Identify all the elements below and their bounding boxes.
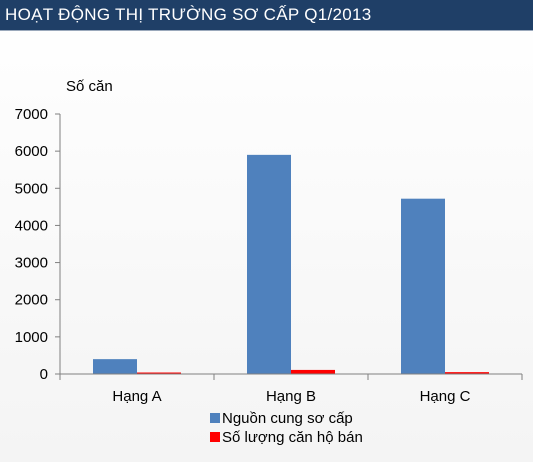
bar-sold-1 xyxy=(291,369,335,374)
bars xyxy=(93,154,489,374)
bar-sold-2 xyxy=(445,372,489,374)
chart-title: HOẠT ĐỘNG THỊ TRƯỜNG SƠ CẤP Q1/2013 xyxy=(5,5,372,24)
bar-sold-0 xyxy=(137,372,181,374)
legend-swatch xyxy=(210,413,220,423)
legend-label: Số lượng căn hộ bán xyxy=(222,429,363,446)
y-tick-label: 5000 xyxy=(15,180,48,197)
y-tick-label: 6000 xyxy=(15,143,48,160)
y-axis-ticks: 0 1000 2000 3000 4000 5000 6000 7000 xyxy=(15,106,61,383)
bar-supply-2 xyxy=(401,198,445,374)
legend: Nguồn cung sơ cấp Số lượng căn hộ bán xyxy=(210,410,363,446)
legend-swatch xyxy=(210,432,220,442)
y-tick-label: 7000 xyxy=(15,106,48,123)
y-tick-label: 0 xyxy=(40,366,48,383)
bar-chart: Số căn 0 1000 2000 3000 4000 5000 6000 7000 Hạn… xyxy=(15,78,523,446)
y-axis-label: Số căn xyxy=(66,78,113,95)
y-tick-label: 3000 xyxy=(15,255,48,272)
y-tick-label: 1000 xyxy=(15,329,48,346)
x-axis: Hạng A Hạng B Hạng C xyxy=(59,373,523,405)
chart-container: Số căn 0 1000 2000 3000 4000 5000 6000 7000 Hạn… xyxy=(0,31,533,462)
y-tick-label: 2000 xyxy=(15,292,48,309)
legend-label: Nguồn cung sơ cấp xyxy=(222,410,353,427)
y-tick-label: 4000 xyxy=(15,217,48,234)
bar-supply-0 xyxy=(93,359,137,374)
x-tick-label: Hạng B xyxy=(266,388,316,405)
x-tick-label: Hạng C xyxy=(420,388,471,405)
title-bar: HOẠT ĐỘNG THỊ TRƯỜNG SƠ CẤP Q1/2013 xyxy=(0,0,533,31)
bar-supply-1 xyxy=(247,154,291,374)
x-tick-label: Hạng A xyxy=(112,388,161,405)
